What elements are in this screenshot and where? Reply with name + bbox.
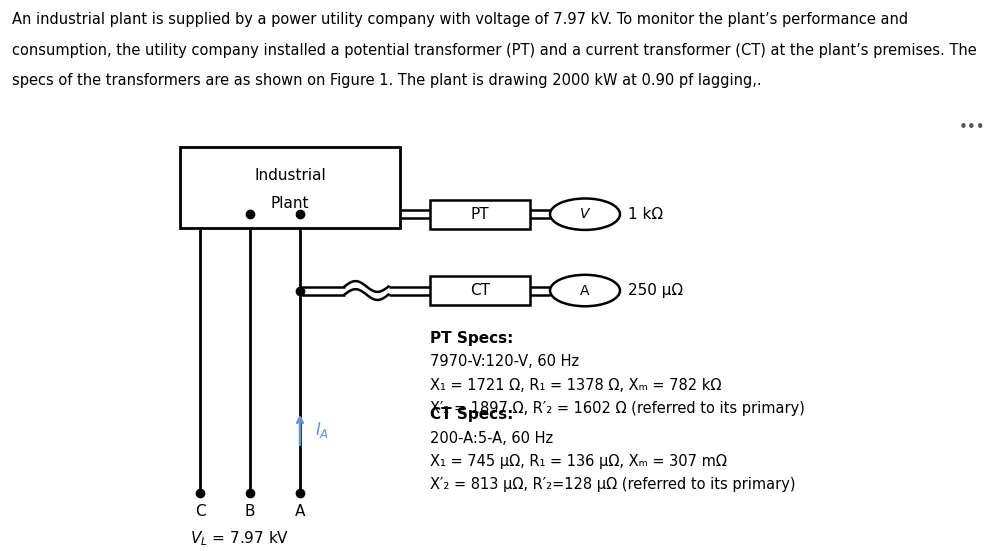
Text: specs of the transformers are as shown on Figure 1. The plant is drawing 2000 kW: specs of the transformers are as shown o… (12, 73, 762, 88)
Text: X₁ = 745 μΩ, R₁ = 136 μΩ, Xₘ = 307 mΩ: X₁ = 745 μΩ, R₁ = 136 μΩ, Xₘ = 307 mΩ (430, 454, 727, 469)
Circle shape (550, 275, 620, 306)
Text: Industrial: Industrial (254, 168, 326, 182)
Text: $V_L$ = 7.97 kV: $V_L$ = 7.97 kV (190, 530, 289, 548)
Text: A: A (580, 284, 590, 298)
Text: Plant: Plant (271, 196, 309, 211)
Bar (430, 199, 530, 229)
Text: An industrial plant is supplied by a power utility company with voltage of 7.97 : An industrial plant is supplied by a pow… (12, 12, 908, 27)
Text: PT Specs:: PT Specs: (430, 331, 513, 346)
Text: 200-A:5-A, 60 Hz: 200-A:5-A, 60 Hz (430, 431, 553, 446)
Bar (430, 276, 530, 305)
Text: 1 kΩ: 1 kΩ (628, 207, 663, 222)
Text: B: B (245, 504, 255, 519)
Text: PT: PT (471, 207, 489, 222)
Text: CT: CT (470, 283, 490, 298)
Circle shape (550, 198, 620, 230)
Text: consumption, the utility company installed a potential transformer (PT) and a cu: consumption, the utility company install… (12, 43, 977, 58)
Text: X′₂ = 1897 Ω, R′₂ = 1602 Ω (referred to its primary): X′₂ = 1897 Ω, R′₂ = 1602 Ω (referred to … (430, 401, 805, 416)
Text: •••: ••• (958, 120, 985, 135)
Text: 7970-V:120-V, 60 Hz: 7970-V:120-V, 60 Hz (430, 354, 579, 369)
Text: CT Specs:: CT Specs: (430, 407, 513, 422)
Text: A: A (295, 504, 305, 519)
Text: $\mathit{I}_A$: $\mathit{I}_A$ (315, 420, 329, 440)
Text: C: C (195, 504, 205, 519)
Bar (180, 147, 400, 228)
Text: X₁ = 1721 Ω, R₁ = 1378 Ω, Xₘ = 782 kΩ: X₁ = 1721 Ω, R₁ = 1378 Ω, Xₘ = 782 kΩ (430, 377, 721, 393)
Text: 250 μΩ: 250 μΩ (628, 283, 683, 298)
Text: X′₂ = 813 μΩ, R′₂=128 μΩ (referred to its primary): X′₂ = 813 μΩ, R′₂=128 μΩ (referred to it… (430, 477, 796, 493)
Text: V: V (580, 207, 590, 221)
